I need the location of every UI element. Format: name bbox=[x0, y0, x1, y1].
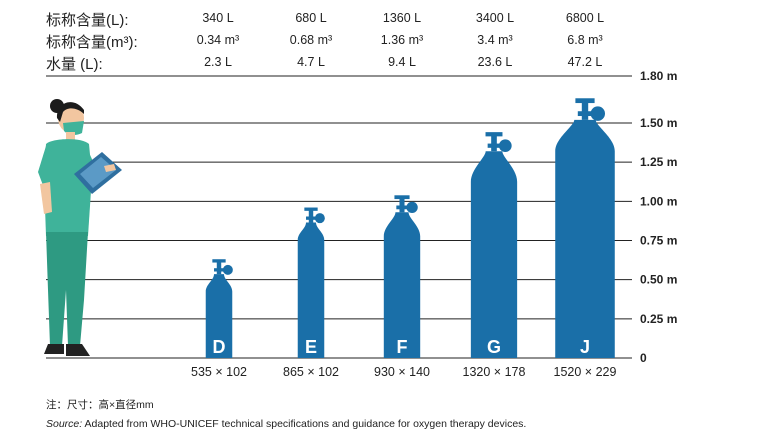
tick-label-4: 1.00 m bbox=[640, 194, 677, 208]
pressure-gauge-icon-J bbox=[590, 106, 605, 121]
valve-stem-J bbox=[581, 100, 589, 120]
tick-label-6: 1.50 m bbox=[640, 116, 677, 130]
row-label-water-volume: 水量 (L): bbox=[46, 56, 103, 73]
nominal-volume-l-F: 1360 L bbox=[382, 11, 422, 25]
water-volume-F: 9.4 L bbox=[388, 55, 416, 69]
cylinder-G: G bbox=[470, 132, 518, 358]
nurse-right-shoe bbox=[66, 344, 90, 356]
cylinder-letter-E: E bbox=[305, 337, 317, 357]
valve-collar-J bbox=[577, 111, 593, 117]
dimension-label-G: 1320 × 178 bbox=[462, 365, 526, 379]
source-citation: Source: Adapted from WHO-UNICEF technica… bbox=[46, 418, 526, 430]
cylinder-letter-G: G bbox=[487, 337, 501, 357]
pressure-gauge-icon-D bbox=[222, 264, 233, 275]
valve-collar-E bbox=[306, 216, 316, 220]
valve-handle-E bbox=[304, 207, 318, 211]
tick-label-3: 0.75 m bbox=[640, 234, 677, 248]
water-volume-J: 47.2 L bbox=[567, 55, 603, 69]
valve-collar-F bbox=[396, 205, 408, 210]
nurse-hand bbox=[104, 164, 116, 172]
row-label-nominal-volume-m3: 标称含量(m³): bbox=[46, 34, 138, 51]
tick-label-1: 0.25 m bbox=[640, 312, 677, 326]
nurse-illustration bbox=[38, 99, 122, 356]
dimension-label-J: 1520 × 229 bbox=[553, 365, 617, 379]
nurse-scrub-top bbox=[44, 139, 92, 236]
nominal-volume-m3-G: 3.4 m³ bbox=[477, 33, 513, 47]
nurse-scrub-pants bbox=[46, 232, 88, 346]
nurse-face-mask bbox=[63, 121, 84, 136]
valve-collar-G bbox=[487, 143, 501, 148]
nominal-volume-l-E: 680 L bbox=[295, 11, 327, 25]
nurse-left-sleeve bbox=[38, 146, 52, 188]
nurse-hair bbox=[56, 102, 84, 122]
tick-label-5: 1.25 m bbox=[640, 155, 677, 169]
nominal-volume-l-J: 6800 L bbox=[565, 11, 605, 25]
cylinder-body-J bbox=[555, 119, 615, 358]
clipboard-paper bbox=[80, 157, 116, 188]
nurse-left-shoe bbox=[44, 344, 64, 354]
cylinder-body-F bbox=[383, 212, 421, 358]
dimension-label-F: 930 × 140 bbox=[374, 365, 430, 379]
dimension-label-D: 535 × 102 bbox=[191, 365, 247, 379]
nominal-volume-l-D: 340 L bbox=[202, 11, 234, 25]
valve-handle-J bbox=[575, 98, 595, 104]
water-volume-E: 4.7 L bbox=[297, 55, 325, 69]
nurse-neck bbox=[66, 132, 75, 140]
nominal-volume-l-G: 3400 L bbox=[475, 11, 515, 25]
nominal-volume-m3-F: 1.36 m³ bbox=[380, 33, 424, 47]
pressure-gauge-icon-E bbox=[314, 213, 325, 224]
cylinder-body-G bbox=[470, 151, 518, 358]
valve-stem-F bbox=[399, 197, 405, 213]
water-volume-D: 2.3 L bbox=[204, 55, 232, 69]
valve-handle-G bbox=[485, 132, 503, 137]
cylinder-F: F bbox=[383, 195, 421, 358]
water-volume-G: 23.6 L bbox=[477, 55, 513, 69]
valve-handle-D bbox=[212, 259, 226, 263]
pressure-gauge-icon-F bbox=[406, 201, 418, 214]
valve-collar-D bbox=[214, 268, 224, 272]
row-label-nominal-volume-l: 标称含量(L): bbox=[46, 12, 129, 29]
cylinder-J: J bbox=[555, 98, 615, 358]
valve-handle-F bbox=[394, 195, 410, 200]
source-label: Source: bbox=[46, 418, 83, 430]
nurse-left-arm bbox=[40, 182, 52, 214]
height-gridlines bbox=[46, 75, 632, 359]
nominal-volume-m3-E: 0.68 m³ bbox=[289, 33, 333, 47]
dimension-label-E: 865 × 102 bbox=[283, 365, 339, 379]
height-tick-labels: 0 0.25 m 0.50 m 0.75 m 1.00 m 1.25 m 1.50 m 1.8… bbox=[640, 69, 677, 365]
source-text: Adapted from WHO-UNICEF technical specif… bbox=[82, 418, 527, 430]
cylinder-body-E bbox=[297, 222, 325, 358]
nominal-volume-m3-J: 6.8 m³ bbox=[567, 33, 603, 47]
tick-label-7: 1.80 m bbox=[640, 69, 677, 83]
pressure-gauge-icon-G bbox=[498, 139, 512, 153]
dimension-note: 注：尺寸：高×直径mm bbox=[46, 399, 154, 411]
nominal-volume-m3-D: 0.34 m³ bbox=[196, 33, 240, 47]
cylinder-letter-F: F bbox=[397, 337, 408, 357]
cylinder-D: D bbox=[205, 259, 233, 358]
tick-label-2: 0.50 m bbox=[640, 273, 677, 287]
valve-stem-E bbox=[308, 209, 314, 223]
valve-stem-D bbox=[216, 260, 222, 275]
cylinder-letter-D: D bbox=[213, 337, 226, 357]
cylinder-E: E bbox=[297, 207, 325, 358]
cylinder-body-D bbox=[205, 274, 233, 358]
cylinder-letter-J: J bbox=[580, 337, 590, 357]
valve-stem-G bbox=[491, 134, 497, 152]
tick-label-0: 0 bbox=[640, 351, 647, 365]
